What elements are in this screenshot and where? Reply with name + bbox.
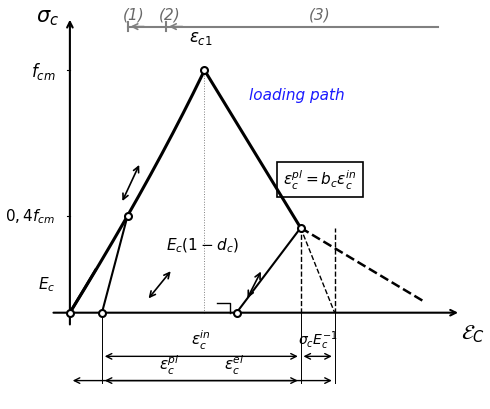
Text: $0,4f_{cm}$: $0,4f_{cm}$ [5,207,55,225]
Text: (3): (3) [309,7,331,22]
Text: loading path: loading path [249,88,345,103]
Text: $\varepsilon_c^{pl}$: $\varepsilon_c^{pl}$ [159,353,179,376]
Text: $f_{cm}$: $f_{cm}$ [31,61,55,81]
Text: $E_c(1-d_c)$: $E_c(1-d_c)$ [166,236,239,255]
Text: $\varepsilon_c^{el}$: $\varepsilon_c^{el}$ [224,353,245,376]
Text: $\varepsilon_c^{pl} = b_c \varepsilon_c^{in}$: $\varepsilon_c^{pl} = b_c \varepsilon_c^… [283,169,357,191]
Text: $E_c$: $E_c$ [38,274,55,293]
Text: $\mathcal{E}_C$: $\mathcal{E}_C$ [461,323,485,344]
Text: $\varepsilon_{c1}$: $\varepsilon_{c1}$ [190,29,213,47]
Text: $\varepsilon_c^{in}$: $\varepsilon_c^{in}$ [191,328,211,352]
Text: $\sigma_c E_c^{-1}$: $\sigma_c E_c^{-1}$ [298,329,338,352]
Text: $\sigma_c$: $\sigma_c$ [36,7,59,27]
Text: (2): (2) [158,7,180,22]
Text: (1): (1) [123,7,145,22]
